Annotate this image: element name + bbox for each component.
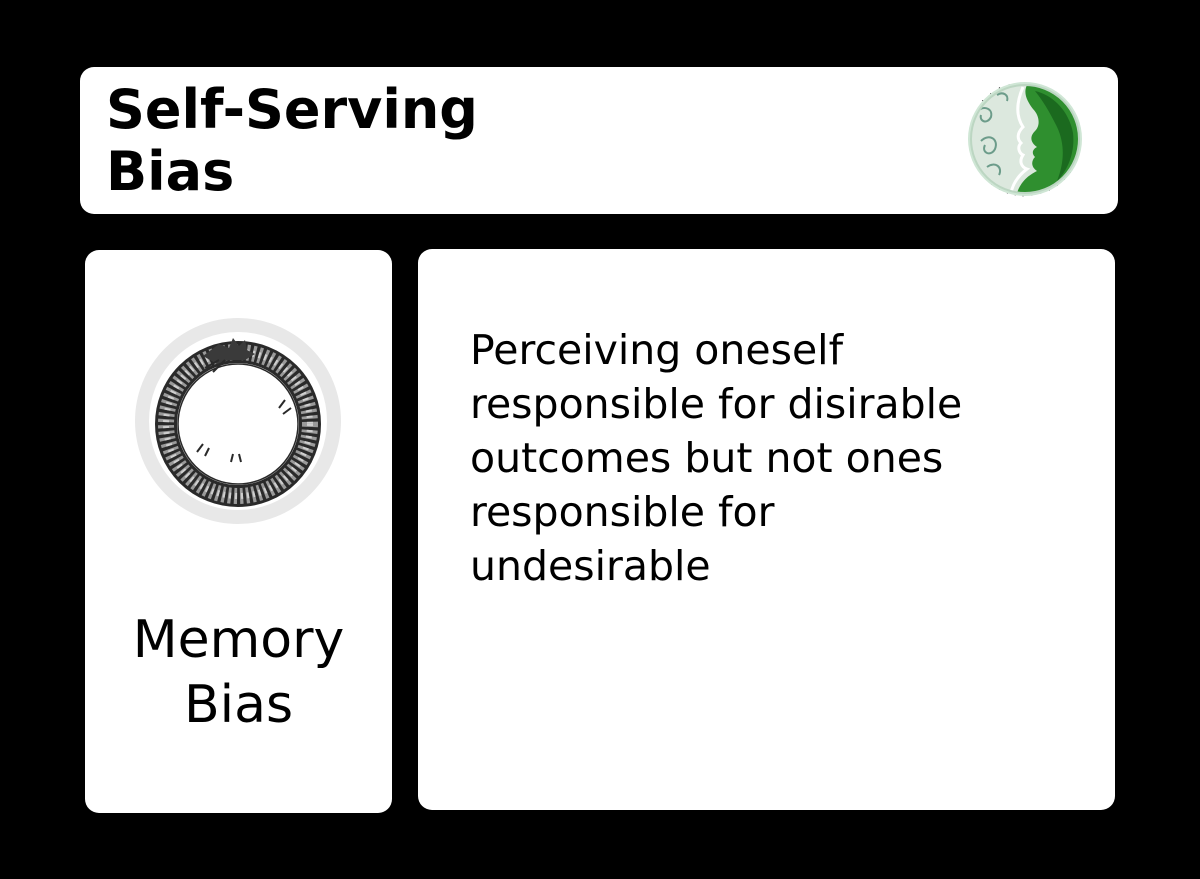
category-label: Memory Bias: [132, 610, 345, 735]
description-card: Perceiving oneself responsible for disir…: [418, 249, 1115, 810]
category-card: Memory Bias: [85, 250, 392, 813]
ouroboros-icon: [133, 316, 343, 526]
green-profile-face-seal-icon: [957, 71, 1093, 207]
card-title: Self-Serving Bias: [106, 78, 478, 203]
description-text: Perceiving oneself responsible for disir…: [470, 326, 963, 590]
title-card: Self-Serving Bias: [80, 67, 1118, 214]
